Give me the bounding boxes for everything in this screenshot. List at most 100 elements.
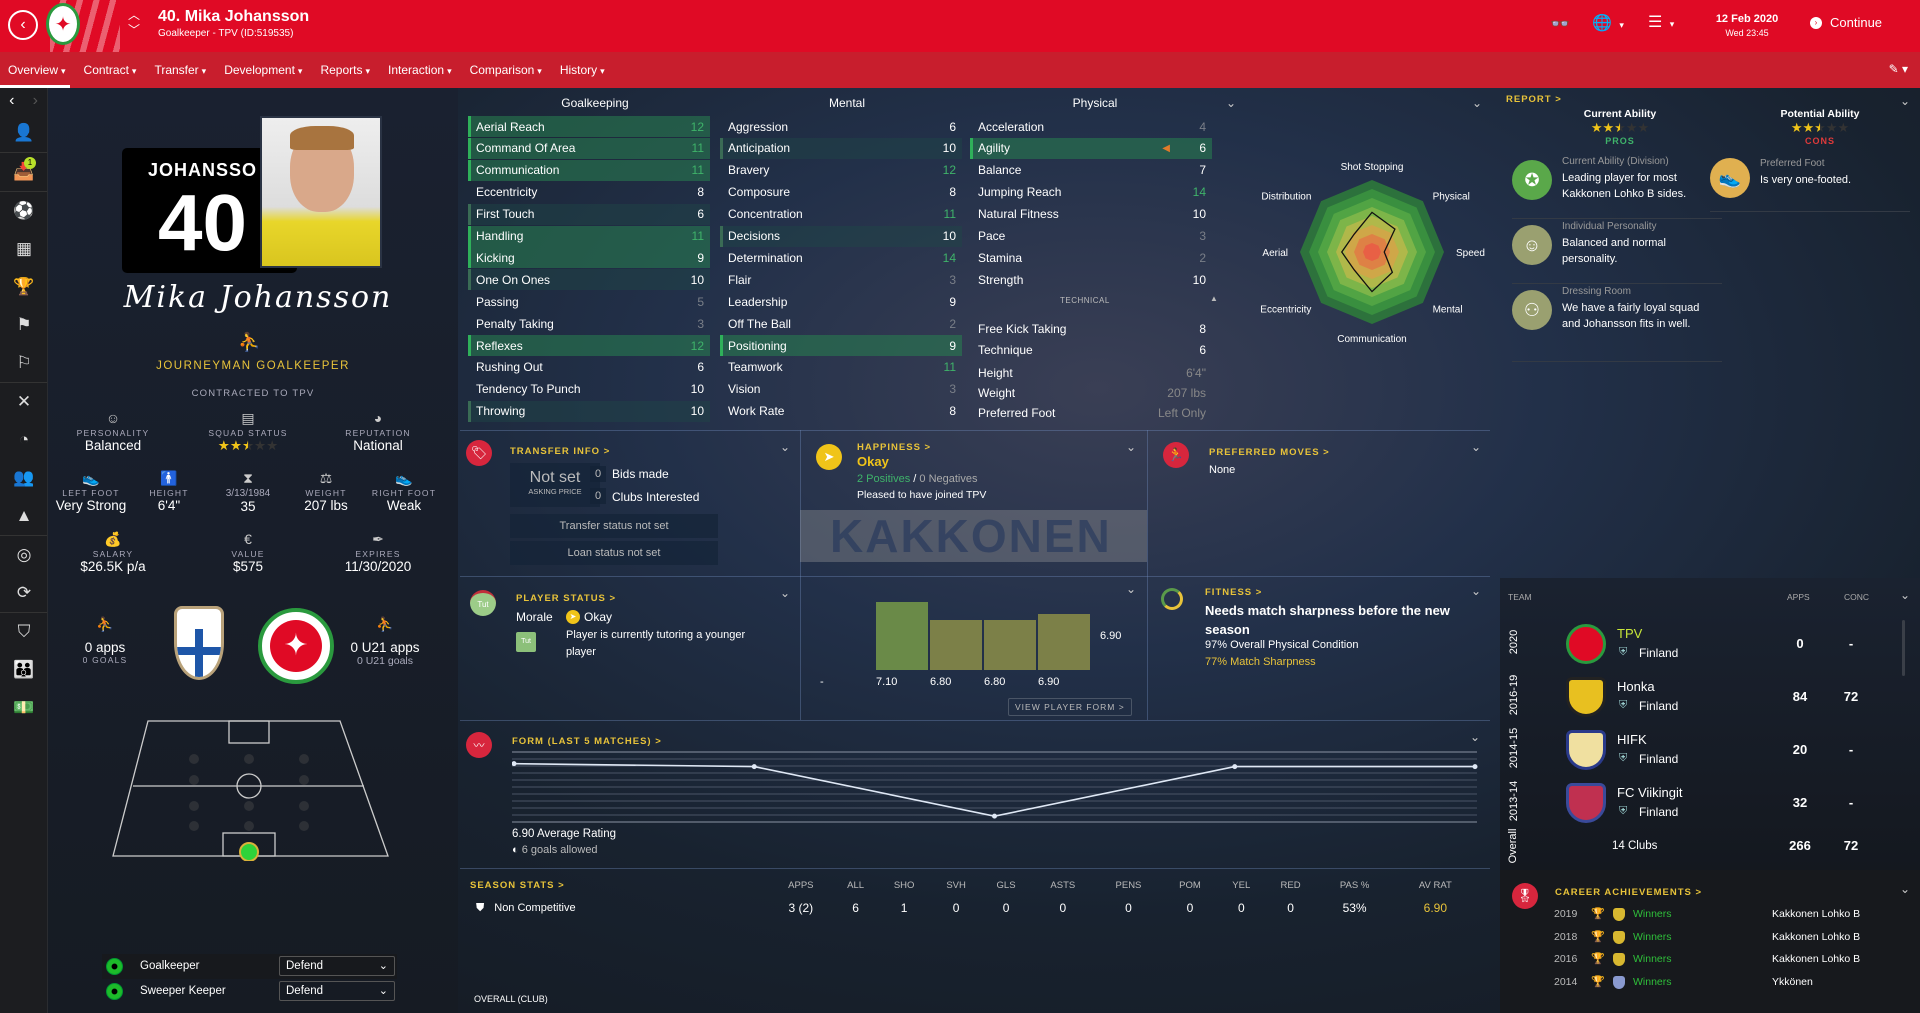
form-link[interactable]: FORM (LAST 5 MATCHES) > [512,736,662,747]
attribute-row[interactable]: Bravery 12 [720,160,962,181]
attribute-row[interactable]: Positioning 9 [720,335,962,356]
international-apps[interactable]: ⛹ 0 apps 0 GOALS [50,616,160,665]
view-player-form-button[interactable]: VIEW PLAYER FORM > [1008,698,1132,716]
stats-column-header[interactable]: YEL [1232,879,1251,891]
attribute-row[interactable]: Kicking 9 [468,247,710,269]
tactics-icon[interactable]: ✕ [16,392,32,411]
form-bar[interactable] [930,620,982,670]
achievement-row[interactable]: 2018 🏆 Winners Kakkonen Lohko B [1500,927,1900,949]
fitness-link[interactable]: FITNESS > [1205,587,1263,598]
competitions-icon[interactable]: 🏆 [13,277,35,296]
attribute-row[interactable]: Tendency To Punch 10 [468,379,710,400]
continue-button[interactable]: › Continue [1810,15,1882,30]
stats-column-header[interactable]: AV RAT [1418,879,1452,891]
attribute-row[interactable]: Throwing 10 [468,400,710,422]
attribute-row[interactable]: Composure 8 [720,182,962,203]
form-bar[interactable] [876,602,928,670]
achievements-chevron[interactable]: ⌄ [1900,882,1911,896]
attribute-row[interactable]: One On Ones 10 [468,269,710,291]
transfer-chevron[interactable]: ⌄ [780,440,791,454]
attribute-row[interactable]: Communication 11 [468,159,710,181]
achievement-row[interactable]: 2019 🏆 Winners Kakkonen Lohko B [1500,904,1900,926]
fitness-chevron[interactable]: ⌄ [1471,584,1482,598]
attribute-row[interactable]: Acceleration 4 [970,116,1212,137]
attribute-row[interactable]: Stamina 2 [970,247,1212,268]
nav-comparison[interactable]: Comparison ▾ [470,52,542,88]
attribute-row[interactable]: Anticipation 10 [720,137,962,159]
attribute-row[interactable]: Work Rate 8 [720,401,962,422]
attribute-row[interactable]: Natural Fitness 10 [970,204,1212,225]
stats-column-header[interactable]: SHO [893,879,915,891]
club-name[interactable]: Honka [1617,679,1655,694]
loan-status-button[interactable]: Loan status not set [510,541,718,565]
stats-column-header[interactable]: PENS [1115,879,1142,891]
u21-apps[interactable]: ⛹ 0 U21 apps 0 U21 goals [330,616,440,667]
schedule-icon[interactable]: ▦ [15,239,33,258]
data-hub-icon[interactable]: ◔ [18,430,30,449]
attribute-row[interactable]: Free Kick Taking 8 [970,318,1212,339]
duty-dropdown[interactable]: Defend ⌄ [279,956,395,976]
attribute-row[interactable]: Leadership 9 [720,291,962,312]
happiness-link[interactable]: HAPPINESS > [857,442,932,453]
report-link[interactable]: REPORT > [1506,94,1562,105]
u19-team-icon[interactable]: ⚐ [16,353,32,372]
stats-column-header[interactable]: ASTS [1050,879,1076,891]
club-name[interactable]: HIFK [1617,732,1647,747]
form-bar[interactable] [984,620,1036,670]
transfer-status-button[interactable]: Transfer status not set [510,514,718,538]
club-crest[interactable]: ✦ [258,608,334,684]
attribute-row[interactable]: Determination 14 [720,247,962,268]
training-icon[interactable]: ▲ [15,506,33,525]
report-chevron[interactable]: ⌄ [1899,94,1910,108]
career-chevron[interactable]: ⌄ [1900,588,1911,602]
stats-column-header[interactable]: SVH [946,879,966,891]
stats-column-header[interactable]: PAS % [1339,879,1370,891]
form-chevron[interactable]: ⌄ [1470,730,1481,744]
nav-interaction[interactable]: Interaction ▾ [388,52,452,88]
edit-pencil-icon[interactable]: ✎ ▾ [1888,62,1908,76]
attribute-row[interactable]: Passing 5 [468,291,710,312]
attribute-row[interactable]: Flair 3 [720,269,962,290]
scouting-icon[interactable]: ◎ [16,545,32,564]
attribute-row[interactable]: Reflexes 12 [468,335,710,356]
form-point[interactable] [1472,764,1478,770]
career-row[interactable]: 2020 TPV ⛨ Finland 0 - [1500,616,1900,669]
happiness-chevron[interactable]: ⌄ [1126,440,1137,454]
attribute-row[interactable]: Handling 11 [468,225,710,247]
prev-next-player[interactable]: ︿ ﹀ [128,8,141,37]
attribute-row[interactable]: Rushing Out 6 [468,357,710,378]
club-info-icon[interactable]: ⛉ [17,622,31,641]
player-status-link[interactable]: PLAYER STATUS > [516,593,617,604]
attribute-row[interactable]: First Touch 6 [468,203,710,225]
attribute-row[interactable]: Eccentricity 8 [468,182,710,203]
stats-column-header[interactable]: GLS [996,879,1016,891]
attribute-row[interactable]: Strength 10 [970,269,1212,290]
preferred-moves-link[interactable]: PREFERRED MOVES > [1209,447,1330,458]
back-button[interactable]: ‹ [8,10,38,40]
form-point[interactable] [992,813,997,819]
attribute-row[interactable]: Technique 6 [970,340,1212,361]
inbox-icon[interactable]: 📥 1 [13,157,36,181]
technical-collapse-icon[interactable]: ▲ [1210,294,1218,303]
back-icon[interactable]: ‹ [9,92,15,109]
settings-sliders-icon[interactable]: ☰ ▾ [1648,14,1675,31]
attribute-row[interactable]: Jumping Reach 14 [970,182,1212,203]
squad-icon[interactable]: ⚽ [13,201,35,220]
attribute-row[interactable]: Aerial Reach 12 [468,116,710,137]
achievement-row[interactable]: 2014 🏆 Winners Ykkönen [1500,972,1900,994]
player-status-chevron[interactable]: ⌄ [780,586,791,600]
reserve-team-icon[interactable]: ⚑ [16,315,32,334]
forward-icon[interactable]: › [32,92,38,109]
career-row[interactable]: 2016-19 Honka ⛨ Finland 84 72 [1500,669,1900,722]
attribute-row[interactable]: Agility ◀ 6 [970,137,1212,159]
attribute-row[interactable]: Teamwork 11 [720,357,962,378]
career-row[interactable]: 2014-15 HIFK ⛨ Finland 20 - [1500,722,1900,775]
attributes-options-chevron[interactable]: ⌄ [1226,96,1237,110]
club-name[interactable]: FC Viikingit [1617,785,1683,800]
career-scrollbar[interactable] [1902,620,1905,676]
stats-row[interactable]: ⛊ Non Competitive 3 (2) 6 1 0 0 0 0 0 0 0 53% 6.90 [468,896,1478,920]
radar-options-chevron[interactable]: ⌄ [1472,96,1483,110]
nav-transfer[interactable]: Transfer ▾ [154,52,206,88]
staff-icon[interactable]: 👥 [13,468,35,487]
attribute-row[interactable]: Penalty Taking 3 [468,313,710,334]
